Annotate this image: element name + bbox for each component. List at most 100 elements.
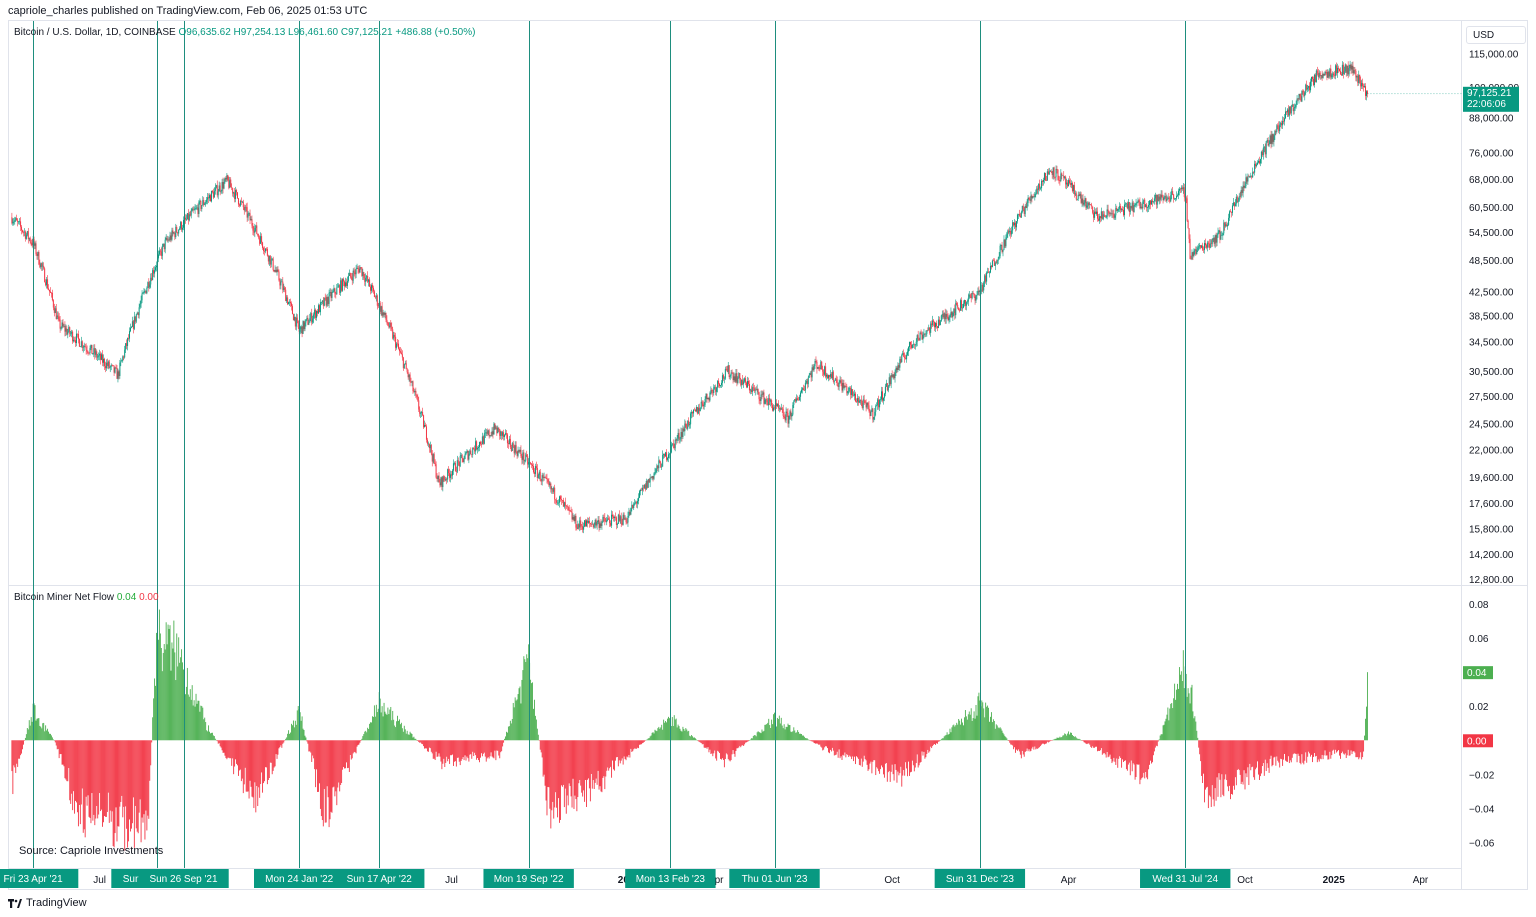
flow-bar xyxy=(907,740,909,777)
flow-bar xyxy=(642,740,644,743)
flow-bar xyxy=(947,734,949,741)
flow-bar xyxy=(782,728,784,741)
candle-body xyxy=(356,267,358,269)
flow-bar xyxy=(612,740,613,761)
candle-body xyxy=(678,432,680,440)
candle-body xyxy=(1090,204,1092,206)
candle-body xyxy=(1254,163,1256,173)
flow-bar xyxy=(179,662,181,741)
flow-bar xyxy=(927,740,929,750)
candle-body xyxy=(1080,193,1082,203)
last-price-badge xyxy=(1463,86,1519,112)
flow-bar xyxy=(845,740,847,758)
candle-body xyxy=(1332,73,1334,76)
candle-body xyxy=(1173,194,1175,199)
flow-bar xyxy=(1159,735,1161,741)
flow-bar xyxy=(1238,740,1240,771)
candle-body xyxy=(1235,196,1237,204)
flow-bar xyxy=(869,740,871,764)
candle-body xyxy=(630,508,632,515)
candle-body xyxy=(596,522,598,526)
candle-body xyxy=(504,434,506,438)
flow-bar xyxy=(139,740,141,800)
candle-body xyxy=(1215,235,1217,243)
flow-bar xyxy=(766,723,768,741)
currency-selector[interactable]: USD xyxy=(1466,26,1526,44)
flow-bar xyxy=(495,740,497,761)
flow-bar xyxy=(1105,740,1107,758)
candle-body xyxy=(598,520,600,528)
candle-body xyxy=(272,258,274,270)
candle-body xyxy=(600,523,602,526)
candle-body xyxy=(570,510,572,512)
flow-bar xyxy=(640,740,641,745)
candle-body xyxy=(845,386,847,387)
flow-bar xyxy=(972,718,974,741)
flow-bar xyxy=(167,624,169,741)
candle-body xyxy=(833,380,835,382)
candle-body xyxy=(390,322,392,327)
candle-body xyxy=(171,230,173,240)
candle-body xyxy=(714,387,716,388)
candle-body xyxy=(1340,74,1342,76)
flow-bar xyxy=(1319,740,1321,759)
candle-body xyxy=(82,347,84,348)
flow-bar xyxy=(592,740,594,781)
candle-body xyxy=(1086,205,1088,208)
candle-body xyxy=(779,408,781,410)
candle-body xyxy=(737,378,739,383)
candle-body xyxy=(537,475,539,478)
flow-bar xyxy=(1032,740,1034,747)
candle-body xyxy=(578,524,580,528)
candle-body xyxy=(1260,151,1262,159)
candle-body xyxy=(671,443,673,445)
flow-bar xyxy=(89,740,91,819)
candle-body xyxy=(225,178,227,180)
indicator-name[interactable]: Bitcoin Miner Net Flow xyxy=(14,592,115,603)
candle-body xyxy=(1360,80,1362,87)
candle-body xyxy=(435,464,437,478)
candle-body xyxy=(109,366,111,368)
candle-body xyxy=(1052,167,1054,175)
flow-bar xyxy=(109,740,111,811)
flow-bar xyxy=(648,738,650,741)
flow-bar xyxy=(1286,740,1287,762)
flow-bar xyxy=(1221,740,1223,775)
candle-body xyxy=(1236,196,1238,202)
indicator-value-positive: 0.04 xyxy=(116,592,137,603)
flow-bar xyxy=(1316,740,1318,763)
footer-brand: TradingView xyxy=(26,897,87,909)
candle-body xyxy=(1011,230,1013,235)
flow-bar xyxy=(47,728,49,741)
candle-body xyxy=(844,386,846,388)
flow-bar xyxy=(315,740,317,788)
flow-bar xyxy=(287,733,289,741)
candle-body xyxy=(1095,211,1097,214)
candle-body xyxy=(532,466,534,473)
candle-body xyxy=(994,262,996,266)
flow-bar xyxy=(1249,740,1251,764)
flow-bar xyxy=(956,722,958,741)
candle-body xyxy=(603,516,605,518)
candle-body xyxy=(22,231,24,233)
flow-bar xyxy=(1263,740,1265,776)
price-tick-label: 17,600.00 xyxy=(1469,499,1514,510)
candle-body xyxy=(1077,194,1079,200)
flow-bar xyxy=(1223,740,1225,797)
candle-body xyxy=(436,477,438,479)
candle-body xyxy=(585,520,587,527)
flow-bar xyxy=(1072,736,1074,741)
candle-body xyxy=(1283,121,1285,122)
flow-bar xyxy=(1283,740,1285,760)
candle-body xyxy=(145,290,147,294)
candle-body xyxy=(1279,124,1281,132)
candle-body xyxy=(148,282,150,288)
flow-bar xyxy=(415,738,417,741)
flow-bar xyxy=(251,740,253,797)
candle-body xyxy=(898,365,900,368)
flow-bar xyxy=(1235,740,1237,786)
candle-body xyxy=(129,327,131,332)
flow-bar xyxy=(968,711,970,741)
symbol-label[interactable]: Bitcoin / U.S. Dollar, 1D, COINBASE xyxy=(14,27,176,38)
